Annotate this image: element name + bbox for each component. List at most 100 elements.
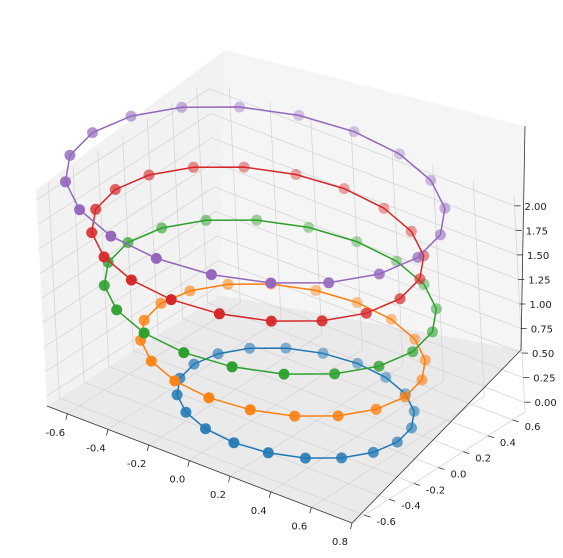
z-tick-label: 0.25 — [533, 374, 555, 385]
data-point — [234, 101, 245, 113]
y-tick-label: -0.2 — [426, 485, 446, 496]
x-tick-mark — [65, 413, 68, 420]
z-grid-line — [43, 235, 523, 354]
z-tick-label: 0.00 — [535, 398, 557, 409]
y-tick-label: 0.2 — [475, 454, 491, 465]
data-point — [299, 452, 311, 464]
y-tick-mark — [463, 451, 470, 455]
y-tick-label: -0.6 — [376, 517, 396, 528]
data-point — [74, 204, 86, 216]
x-tick-mark — [228, 476, 231, 483]
data-point — [323, 277, 335, 289]
data-point — [111, 304, 123, 316]
data-point — [98, 251, 110, 263]
x-grid-line — [351, 195, 526, 524]
data-point — [316, 315, 328, 327]
data-point — [280, 342, 292, 354]
data-point — [90, 203, 102, 215]
data-point — [385, 313, 397, 325]
data-point — [125, 110, 137, 122]
data-point — [200, 423, 211, 435]
data-point — [380, 371, 392, 383]
y-axis-line — [351, 349, 522, 524]
data-point — [187, 161, 199, 173]
data-point — [373, 268, 385, 280]
z-grid-line — [36, 88, 515, 207]
y-tick-mark — [438, 467, 445, 470]
x-grid-line — [311, 180, 485, 508]
x-tick-mark — [187, 460, 190, 467]
data-point — [125, 274, 137, 286]
y-grid-line — [122, 134, 439, 468]
z-axis-line — [520, 125, 526, 351]
data-point — [262, 447, 274, 459]
x-tick-mark — [146, 444, 150, 452]
z-grid-line — [41, 186, 520, 305]
data-point — [222, 278, 234, 290]
data-point — [293, 109, 305, 121]
data-point — [419, 354, 431, 366]
x-tick-label: -0.2 — [127, 459, 147, 470]
z-tick-label: 1.00 — [530, 300, 552, 311]
y-tick-mark — [487, 435, 495, 439]
data-point — [310, 284, 322, 296]
data-point — [278, 368, 290, 380]
data-point — [425, 174, 437, 186]
data-point — [171, 389, 183, 401]
data-point — [360, 307, 372, 319]
z-tick-label: 1.50 — [527, 251, 549, 262]
data-point — [394, 148, 405, 160]
data-point — [145, 355, 157, 367]
data-point — [430, 303, 442, 315]
x-tick-label: 0.8 — [332, 537, 348, 548]
data-point — [188, 358, 200, 370]
data-point — [329, 368, 341, 380]
y-tick-mark — [512, 419, 519, 423]
data-point — [290, 169, 302, 180]
data-point — [370, 403, 382, 415]
data-point — [138, 314, 150, 326]
data-point — [203, 392, 215, 404]
x-grid-line — [229, 149, 404, 477]
data-point — [391, 255, 403, 267]
data-point — [212, 348, 224, 360]
data-point — [205, 269, 217, 281]
data-point — [439, 202, 451, 214]
x-tick-mark — [106, 429, 109, 436]
data-point — [352, 357, 363, 369]
data-point — [351, 297, 363, 308]
data-point — [86, 227, 98, 239]
x-tick-label: 0.4 — [251, 506, 267, 517]
z-grid-line — [37, 112, 516, 231]
data-point — [226, 361, 238, 373]
data-point — [143, 169, 155, 181]
y-grid-line — [196, 86, 513, 421]
x-grid-line — [189, 133, 363, 461]
x-tick-label: -0.4 — [86, 443, 106, 454]
data-point — [64, 149, 76, 161]
x-axis-line — [46, 405, 353, 524]
data-point — [87, 127, 98, 139]
y-tick-mark — [413, 482, 420, 486]
data-point — [303, 221, 315, 233]
left-wall-pane — [36, 50, 225, 406]
data-point — [414, 273, 426, 285]
data-point — [251, 214, 263, 226]
data-point — [332, 410, 344, 422]
data-point — [244, 404, 256, 416]
data-point — [109, 184, 121, 195]
y-grid-line — [48, 182, 365, 516]
data-point — [351, 236, 363, 248]
x-grid-line — [67, 86, 241, 415]
x-grid-line — [107, 102, 282, 430]
data-point — [289, 410, 301, 422]
tick-labels: -0.6 -0.4 -0.2 0.0 0.2 0.4 0.6 0.8 -0.6 -0.4 -0.2 0… — [46, 202, 557, 548]
y-grid-line — [72, 166, 390, 500]
data-point — [434, 229, 446, 241]
data-series — [60, 101, 451, 464]
x-grid-line — [148, 117, 323, 446]
data-point — [98, 280, 110, 291]
data-point — [407, 346, 419, 358]
data-point — [238, 161, 250, 173]
